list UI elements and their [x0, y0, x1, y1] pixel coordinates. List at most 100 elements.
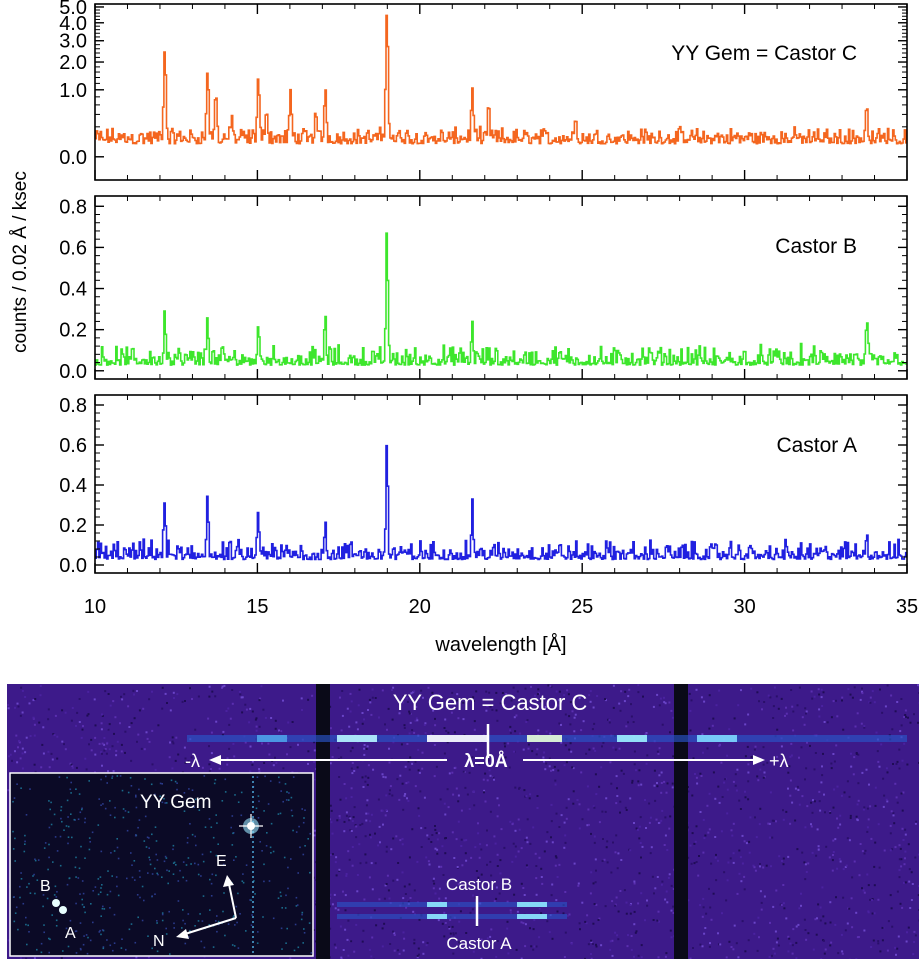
noise-pixel — [78, 698, 81, 700]
noise-pixel — [585, 752, 588, 755]
noise-pixel — [871, 690, 874, 693]
inset-noise-pixel — [281, 948, 283, 950]
noise-pixel — [75, 724, 77, 727]
noise-pixel — [814, 752, 817, 754]
noise-pixel — [148, 698, 151, 701]
noise-pixel — [434, 825, 436, 827]
noise-pixel — [592, 747, 595, 750]
noise-pixel — [377, 844, 380, 847]
noise-pixel — [524, 945, 527, 948]
noise-pixel — [367, 812, 370, 815]
noise-pixel — [255, 729, 258, 732]
noise-pixel — [413, 938, 416, 941]
noise-pixel — [687, 899, 690, 902]
inset-noise-pixel — [307, 838, 309, 840]
noise-pixel — [600, 766, 603, 769]
noise-pixel — [664, 816, 667, 819]
noise-pixel — [444, 718, 447, 721]
noise-pixel — [422, 952, 425, 955]
noise-pixel — [866, 830, 869, 833]
streak-highlight — [337, 735, 377, 742]
noise-pixel — [747, 771, 750, 774]
noise-pixel — [867, 818, 870, 821]
noise-pixel — [619, 811, 621, 814]
inset-noise-pixel — [281, 907, 283, 909]
noise-pixel — [866, 826, 869, 829]
noise-pixel — [7, 789, 10, 792]
inset-noise-pixel — [104, 807, 107, 810]
noise-pixel — [669, 929, 672, 932]
noise-pixel — [670, 709, 673, 712]
y-tick-label: 5.0 — [59, 0, 87, 19]
noise-pixel — [348, 819, 351, 822]
noise-pixel — [56, 757, 59, 760]
noise-pixel — [259, 697, 262, 700]
inset-noise-pixel — [168, 870, 170, 872]
noise-pixel — [260, 685, 263, 688]
noise-pixel — [363, 744, 366, 746]
noise-pixel — [862, 808, 865, 811]
inset-noise-pixel — [144, 778, 146, 780]
noise-pixel — [870, 837, 873, 840]
inset-noise-pixel — [245, 864, 248, 866]
noise-pixel — [615, 896, 618, 899]
noise-pixel — [268, 753, 271, 756]
noise-pixel — [549, 685, 552, 688]
noise-pixel — [900, 698, 903, 700]
inset-noise-pixel — [114, 816, 116, 819]
noise-pixel — [313, 834, 316, 837]
noise-pixel — [883, 849, 886, 852]
noise-pixel — [143, 748, 146, 751]
noise-pixel — [841, 696, 844, 699]
noise-pixel — [398, 712, 401, 715]
noise-pixel — [88, 743, 90, 746]
noise-pixel — [357, 704, 360, 707]
noise-pixel — [772, 705, 775, 708]
noise-pixel — [24, 751, 27, 754]
noise-pixel — [834, 923, 837, 926]
noise-pixel — [445, 730, 448, 732]
inset-noise-pixel — [182, 876, 184, 879]
noise-pixel — [371, 936, 374, 939]
noise-pixel — [582, 720, 585, 723]
noise-pixel — [895, 796, 898, 799]
inset-noise-pixel — [254, 893, 256, 895]
noise-pixel — [349, 710, 352, 713]
inset-noise-pixel — [80, 948, 82, 951]
noise-pixel — [378, 898, 381, 901]
noise-pixel — [619, 800, 622, 803]
inset-noise-pixel — [100, 915, 102, 917]
noise-pixel — [625, 725, 628, 728]
noise-pixel — [452, 793, 455, 796]
noise-pixel — [745, 842, 748, 845]
inset-noise-pixel — [75, 902, 77, 905]
noise-pixel — [452, 952, 455, 955]
noise-pixel — [758, 700, 760, 703]
inset-noise-pixel — [130, 852, 132, 854]
noise-pixel — [846, 837, 849, 840]
inset-noise-pixel — [124, 810, 127, 812]
noise-pixel — [593, 835, 596, 838]
noise-pixel — [477, 876, 480, 879]
noise-pixel — [493, 778, 495, 781]
inset-noise-pixel — [156, 922, 158, 924]
noise-pixel — [47, 708, 50, 711]
inset-noise-pixel — [92, 921, 94, 924]
noise-pixel — [560, 741, 563, 744]
east-arrow — [228, 883, 237, 919]
noise-pixel — [633, 923, 636, 926]
noise-pixel — [365, 747, 368, 750]
noise-pixel — [346, 938, 349, 941]
noise-pixel — [21, 752, 24, 755]
noise-pixel — [886, 771, 889, 774]
noise-pixel — [569, 723, 572, 726]
noise-pixel — [423, 796, 426, 799]
inset-noise-pixel — [24, 840, 26, 843]
noise-pixel — [465, 932, 468, 934]
inset-noise-pixel — [70, 813, 72, 815]
noise-pixel — [767, 694, 770, 697]
inset-noise-pixel — [303, 817, 305, 819]
inset-noise-pixel — [144, 799, 147, 802]
inset-noise-pixel — [240, 814, 243, 817]
inset-noise-pixel — [156, 950, 159, 953]
